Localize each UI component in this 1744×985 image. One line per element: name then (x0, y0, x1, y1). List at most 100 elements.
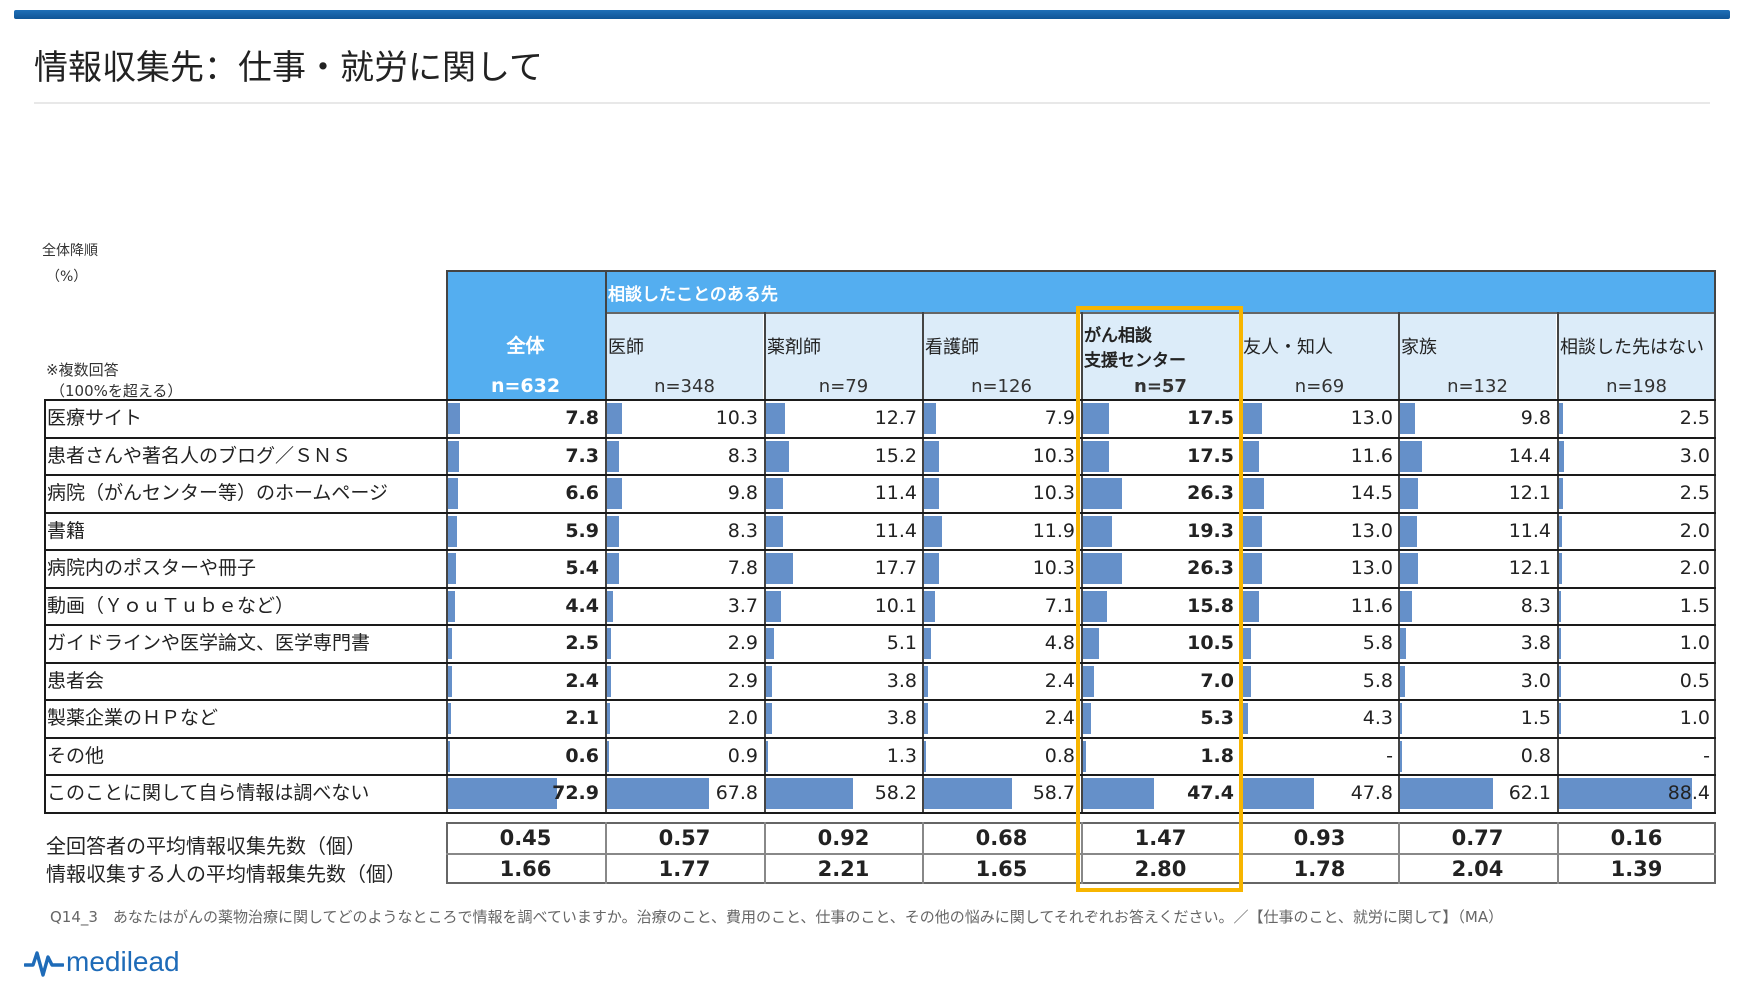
bar-r0-c4 (1083, 403, 1110, 434)
row-label-1: 患者さんや著名人のブログ／ＳＮＳ (47, 445, 352, 467)
group-header-label: 相談したことのある先 (608, 285, 778, 305)
top-accent-bar (14, 10, 1730, 19)
row-label-10: このことに関して自ら情報は調べない (47, 782, 370, 804)
value-r1-c5: 11.6 (1350, 445, 1393, 467)
bar-r0-c2 (766, 403, 786, 434)
bar-r9-c2 (766, 741, 768, 772)
bar-r2-c1 (607, 478, 622, 509)
multi-answer-note-2: （100%を超える） (50, 382, 183, 400)
value-r0-c2: 12.7 (874, 407, 917, 429)
bar-r3-c0 (448, 516, 457, 547)
value-r9-c7: - (1703, 745, 1710, 767)
bar-r6-c2 (766, 628, 774, 659)
value-r0-c6: 9.8 (1520, 407, 1551, 429)
bar-r9-c6 (1400, 741, 1402, 772)
bar-r1-c7 (1559, 441, 1564, 472)
bar-r2-c4 (1083, 478, 1123, 509)
value-r5-c1: 3.7 (727, 595, 758, 617)
bar-r7-c0 (448, 666, 452, 697)
value-r3-c5: 13.0 (1350, 520, 1393, 542)
bar-r2-c2 (766, 478, 784, 509)
value-r8-c7: 1.0 (1679, 707, 1710, 729)
bar-r7-c3 (924, 666, 928, 697)
row-label-0: 医療サイト (47, 407, 143, 429)
bar-r3-c3 (924, 516, 942, 547)
column-header-label-7: 相談した先はない (1560, 337, 1704, 358)
value-r9-c5: - (1386, 745, 1393, 767)
value-r3-c2: 11.4 (874, 520, 917, 542)
column-header-bg-3 (923, 314, 1080, 399)
bar-r3-c6 (1400, 516, 1418, 547)
value-r2-c2: 11.4 (874, 482, 917, 504)
bar-r5-c6 (1400, 591, 1413, 622)
value-r10-c3: 58.7 (1032, 782, 1075, 804)
value-r1-c3: 10.3 (1032, 445, 1075, 467)
value-r8-c0: 2.1 (565, 707, 599, 729)
column-header-label-3: 看護師 (925, 337, 979, 358)
bar-r2-c5 (1242, 478, 1264, 509)
bar-r8-c2 (766, 703, 772, 734)
value-r3-c0: 5.9 (565, 520, 599, 542)
value-r6-c5: 5.8 (1362, 632, 1393, 654)
averages-separator-2 (764, 822, 766, 884)
value-r7-c6: 3.0 (1520, 670, 1551, 692)
bar-r3-c4 (1083, 516, 1112, 547)
bar-r5-c7 (1559, 591, 1562, 622)
column-header-n-1: n=348 (654, 376, 715, 397)
row-label-9: その他 (47, 745, 105, 767)
bar-r2-c3 (924, 478, 940, 509)
bar-r1-c2 (766, 441, 789, 472)
averages-separator-1 (605, 822, 607, 884)
value-r7-c5: 5.8 (1362, 670, 1393, 692)
average-r0-c7: 0.16 (1610, 826, 1663, 850)
title-divider (34, 102, 1710, 104)
total-header-label: 全体 (506, 335, 545, 357)
value-r2-c1: 9.8 (727, 482, 758, 504)
bar-r5-c5 (1242, 591, 1260, 622)
header-outline-top (446, 270, 1716, 272)
value-r1-c7: 3.0 (1679, 445, 1710, 467)
bar-r6-c5 (1242, 628, 1251, 659)
row-line-top-9 (44, 737, 1716, 739)
row-line-top-2 (44, 474, 1716, 476)
bar-r9-c3 (924, 741, 926, 772)
averages-separator-3 (922, 822, 924, 884)
column-separator-2 (764, 312, 766, 812)
bar-r6-c6 (1400, 628, 1406, 659)
bar-r1-c0 (448, 441, 459, 472)
highlight-frame (1076, 306, 1243, 892)
value-r3-c1: 8.3 (727, 520, 758, 542)
bar-r4-c3 (924, 553, 940, 584)
value-r0-c4: 17.5 (1187, 407, 1234, 429)
value-r8-c2: 3.8 (886, 707, 917, 729)
label-column-border (44, 399, 46, 812)
column-separator-0 (446, 270, 448, 812)
value-r5-c6: 8.3 (1520, 595, 1551, 617)
value-r10-c0: 72.9 (552, 782, 599, 804)
row-line-top-8 (44, 699, 1716, 701)
average-r1-c4: 2.80 (1134, 857, 1187, 881)
row-line-top-10 (44, 774, 1716, 776)
average-r1-c3: 1.65 (975, 857, 1028, 881)
row-label-5: 動画（ＹｏｕＴｕｂｅなど） (47, 595, 295, 617)
value-r1-c2: 15.2 (874, 445, 917, 467)
column-separator-6 (1398, 312, 1400, 812)
value-r7-c7: 0.5 (1679, 670, 1710, 692)
bar-r1-c3 (924, 441, 940, 472)
value-r6-c7: 1.0 (1679, 632, 1710, 654)
value-r4-c5: 13.0 (1350, 557, 1393, 579)
bar-r8-c7 (1559, 703, 1561, 734)
value-r2-c7: 2.5 (1679, 482, 1710, 504)
bar-r1-c6 (1400, 441, 1422, 472)
value-r4-c2: 17.7 (874, 557, 917, 579)
bar-r4-c6 (1400, 553, 1419, 584)
average-r1-c6: 2.04 (1451, 857, 1504, 881)
row-line-top-3 (44, 512, 1716, 514)
value-r1-c4: 17.5 (1187, 445, 1234, 467)
value-r3-c6: 11.4 (1508, 520, 1551, 542)
column-header-bg-1 (606, 314, 763, 399)
bar-r7-c6 (1400, 666, 1405, 697)
average-r0-c2: 0.92 (817, 826, 870, 850)
value-r9-c3: 0.8 (1044, 745, 1075, 767)
value-r4-c7: 2.0 (1679, 557, 1710, 579)
